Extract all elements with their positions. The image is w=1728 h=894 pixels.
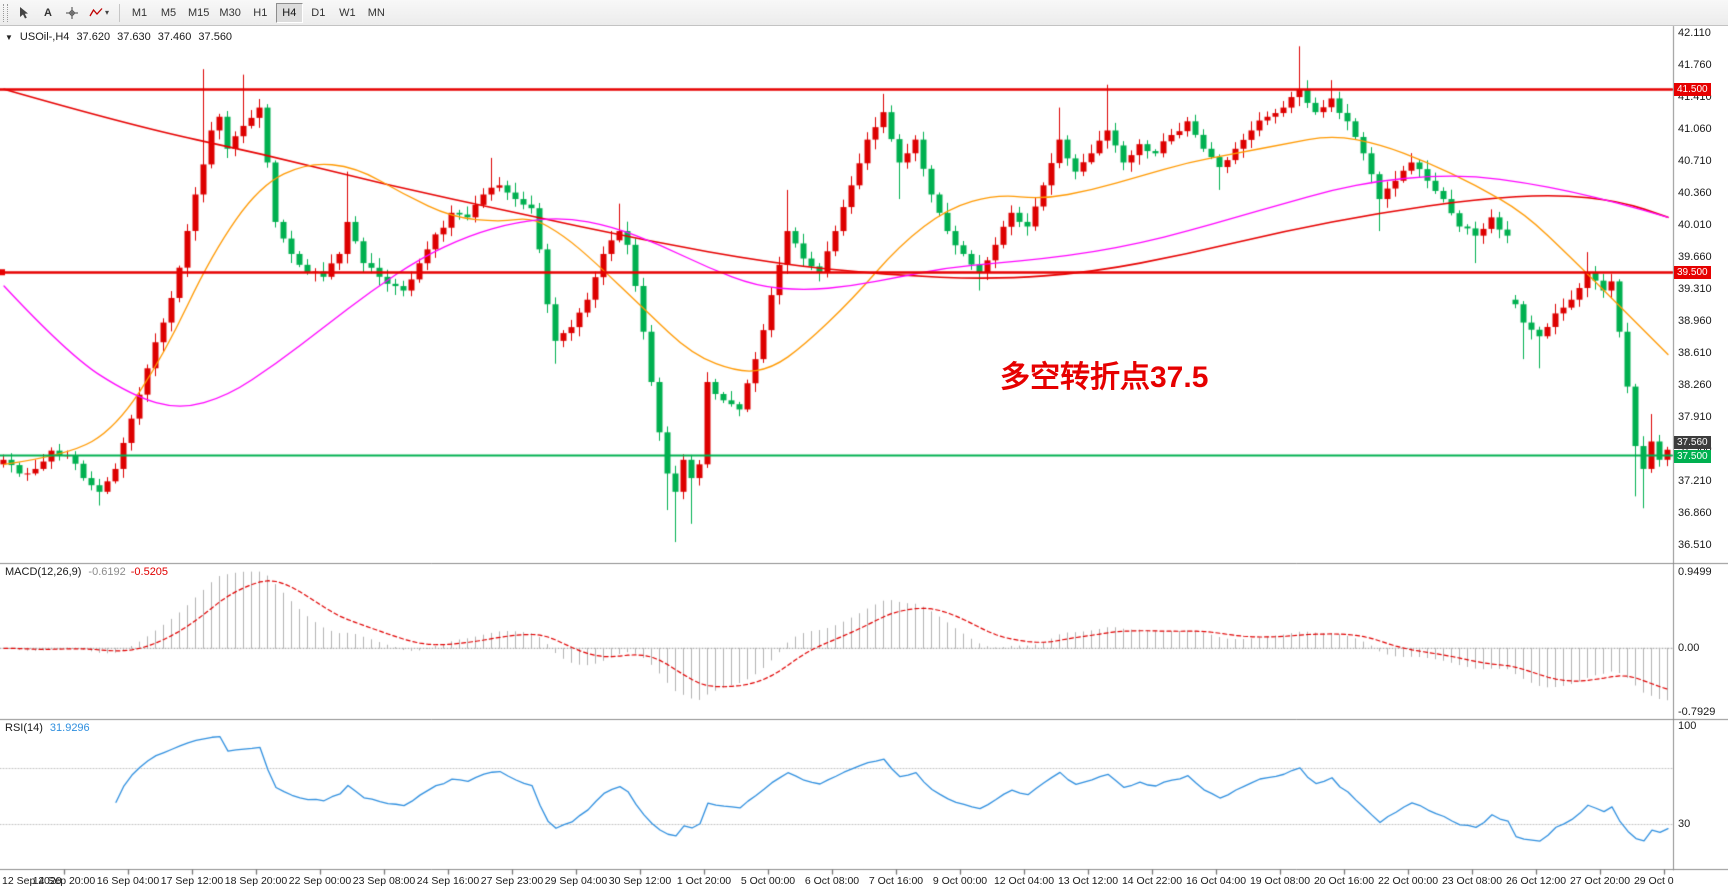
- time-axis-label: 20 Oct 16:00: [1313, 875, 1375, 887]
- price-axis-label: 42.110: [1678, 26, 1711, 39]
- ohlc-low: 37.460: [157, 31, 192, 43]
- time-axis-label: 13 Oct 12:00: [1057, 875, 1119, 887]
- price-tag-39.500: 39.500: [1674, 265, 1711, 279]
- time-axis-label: 23 Oct 08:00: [1441, 875, 1503, 887]
- time-axis-label: 17 Sep 12:00: [160, 875, 224, 887]
- price-axis-label: 36.860: [1678, 507, 1712, 520]
- chart-title: ▼ USOil-,H4 37.620 37.630 37.460 37.560: [5, 31, 232, 43]
- time-axis-label: 27 Sep 23:00: [480, 875, 544, 887]
- time-axis-label: 23 Sep 08:00: [352, 875, 416, 887]
- time-axis-label: 24 Sep 16:00: [416, 875, 480, 887]
- ohlc-close: 37.560: [198, 31, 233, 43]
- cursor-tool-button[interactable]: [13, 3, 35, 23]
- macd-axis-label: 0.00: [1678, 641, 1700, 654]
- time-axis-label: 12 Oct 04:00: [993, 875, 1055, 887]
- objects-dropdown-button[interactable]: ▾: [85, 3, 113, 23]
- ohlc-high: 37.630: [117, 31, 151, 43]
- rsi-axis-label: 100: [1678, 719, 1697, 732]
- price-tag-37.500: 37.500: [1674, 449, 1711, 463]
- timeframe-group: M1 M5 M15 M30 H1 H4 D1 W1 MN: [125, 2, 391, 23]
- timeframe-button-mn[interactable]: MN: [363, 3, 390, 23]
- time-axis-label: 26 Oct 12:00: [1505, 875, 1567, 887]
- timeframe-button-m1[interactable]: M1: [126, 3, 153, 23]
- time-axis-label: 16 Oct 04:00: [1185, 875, 1247, 887]
- toolbar: A ▾ M1 M5 M15 M30 H1 H4 D1 W1 MN: [0, 0, 1728, 26]
- rsi-label: RSI(14) 31.9296: [5, 722, 90, 734]
- price-tag-37.560: 37.560: [1674, 436, 1711, 450]
- price-axis-label: 40.360: [1678, 187, 1712, 200]
- price-axis-label: 36.510: [1678, 539, 1712, 552]
- rsi-value: 31.9296: [49, 722, 90, 734]
- macd-title: MACD(12,26,9): [5, 566, 82, 578]
- price-axis-label: 40.710: [1678, 155, 1712, 168]
- macd-signal-value: -0.5205: [130, 566, 169, 578]
- time-axis-label: 14 Sep 20:00: [32, 875, 96, 887]
- price-axis-label: 37.910: [1678, 411, 1712, 424]
- collapse-triangle-icon[interactable]: ▼: [5, 32, 13, 42]
- macd-axis-label: 0.9499: [1678, 565, 1712, 578]
- price-axis-label: 39.660: [1678, 251, 1712, 264]
- time-axis-label: 7 Oct 16:00: [868, 875, 924, 887]
- macd-label: MACD(12,26,9) -0.6192 -0.5205: [5, 566, 168, 578]
- text-tool-button[interactable]: A: [37, 3, 59, 23]
- price-axis-label: 41.760: [1678, 59, 1712, 71]
- rsi-axis-label: 30: [1678, 817, 1691, 830]
- macd-main-value: -0.6192: [88, 566, 126, 578]
- time-axis-label: 29 Sep 04:00: [544, 875, 608, 887]
- timeframe-button-m5[interactable]: M5: [155, 3, 182, 23]
- time-axis-label: 16 Sep 04:00: [96, 875, 160, 887]
- timeframe-button-w1[interactable]: W1: [334, 3, 361, 23]
- price-axis-label: 37.210: [1678, 475, 1712, 488]
- time-axis[interactable]: 12 Sep 2020 14 Sep 20:00 16 Sep 04:00 17 Se…: [0, 870, 1674, 894]
- time-axis-label: 18 Sep 20:00: [224, 875, 288, 887]
- text-tool-icon: A: [44, 6, 52, 19]
- time-axis-label: 14 Oct 22:00: [1121, 875, 1183, 887]
- time-axis-label: 22 Oct 00:00: [1377, 875, 1439, 887]
- price-tag-41.500: 41.500: [1674, 82, 1711, 96]
- toolbar-separator: [119, 3, 121, 22]
- price-axis-label: 40.010: [1678, 219, 1712, 232]
- cursor-icon: [20, 6, 28, 18]
- timeframe-button-m15[interactable]: M15: [184, 3, 213, 23]
- chevron-down-icon: ▾: [105, 8, 110, 17]
- time-axis-label: 6 Oct 08:00: [804, 875, 860, 887]
- ohlc-open: 37.620: [76, 31, 111, 43]
- time-axis-label: 1 Oct 20:00: [676, 875, 732, 887]
- macd-axis-label: -0.7929: [1678, 705, 1716, 718]
- crosshair-tool-button[interactable]: [61, 3, 83, 23]
- time-axis-label: 19 Oct 08:00: [1249, 875, 1311, 887]
- price-axis-label: 38.610: [1678, 347, 1712, 360]
- price-axis-label: 38.960: [1678, 315, 1712, 328]
- time-axis-label: 22 Sep 00:00: [288, 875, 352, 887]
- time-axis-label: 27 Oct 20:00: [1569, 875, 1631, 887]
- price-axis-label: 39.310: [1678, 283, 1712, 296]
- price-axis-label: 41.060: [1678, 123, 1712, 136]
- annotation-text[interactable]: 多空转折点37.5: [1000, 361, 1209, 394]
- time-axis-label: 12 Sep 2020: [2, 875, 62, 887]
- price-axis[interactable]: 42.110 41.760 41.410 41.060 40.710 40.360 40.0…: [1674, 26, 1728, 872]
- zigzag-icon: [89, 7, 103, 16]
- crosshair-icon: [66, 6, 78, 19]
- rsi-title: RSI(14): [5, 722, 43, 734]
- time-axis-label: 29 Oct 04:00: [1633, 875, 1674, 887]
- toolbar-drag-handle[interactable]: [3, 3, 8, 22]
- time-axis-label: 30 Sep 12:00: [608, 875, 672, 887]
- timeframe-button-h1[interactable]: H1: [247, 3, 274, 23]
- price-axis-label: 38.260: [1678, 379, 1712, 392]
- timeframe-button-h4[interactable]: H4: [275, 2, 303, 23]
- time-axis-label: 5 Oct 00:00: [740, 875, 796, 887]
- timeframe-button-d1[interactable]: D1: [305, 3, 332, 23]
- timeframe-button-m30[interactable]: M30: [215, 3, 244, 23]
- symbol-period-label: USOil-,H4: [19, 31, 70, 43]
- time-axis-label: 9 Oct 00:00: [932, 875, 988, 887]
